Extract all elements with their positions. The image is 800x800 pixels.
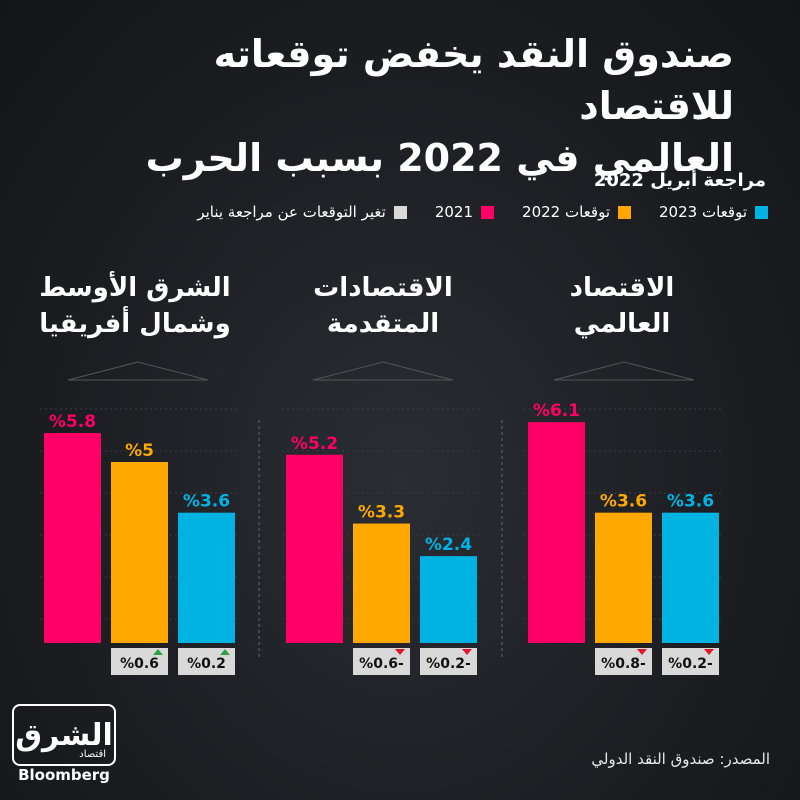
title-line-1: صندوق النقد يخفض توقعاته للاقتصاد	[213, 32, 734, 128]
panel-pointer-mena	[68, 361, 208, 381]
panel-title-world-line-2: العالمي	[573, 309, 671, 339]
legend-swatch-2021	[481, 205, 495, 219]
change-label-advanced-2022: %0.6-	[359, 656, 404, 672]
legend-item-2021: 2021	[434, 203, 495, 221]
legend-label-2023: توقعات 2023	[659, 203, 747, 221]
down-arrow-icon	[395, 649, 405, 655]
bar-mena-2022	[111, 462, 168, 643]
bar-mena-2021	[44, 433, 101, 643]
change-label-mena-2022: %0.6	[120, 656, 159, 672]
source-note: المصدر: صندوق النقد الدولي	[591, 750, 770, 768]
bar-world-2021	[528, 422, 585, 643]
legend-item-2022: توقعات 2022	[522, 203, 632, 221]
panel-title-mena-line-1: الشرق الأوسط	[39, 273, 231, 303]
bar-mena-2023	[178, 512, 235, 643]
panel-title-mena: الشرق الأوسط وشمال أفريقيا	[20, 270, 250, 342]
value-label-advanced-2021: %5.2	[291, 434, 338, 454]
bar-advanced-2021	[286, 454, 343, 643]
change-label-advanced-2023: %0.2-	[426, 656, 471, 672]
panel-title-advanced: الاقتصادات المتقدمة	[268, 270, 498, 342]
bar-world-2022	[595, 512, 652, 643]
down-arrow-icon	[704, 649, 714, 655]
bar-advanced-2023	[420, 556, 477, 643]
value-label-mena-2021: %5.8	[49, 412, 96, 432]
panel-title-mena-line-2: وشمال أفريقيا	[39, 309, 231, 339]
logo-sub-text: اقتصاد	[79, 749, 106, 760]
value-label-mena-2023: %3.6	[183, 492, 230, 512]
up-arrow-icon	[220, 649, 230, 655]
down-arrow-icon	[637, 649, 647, 655]
down-arrow-icon	[462, 649, 472, 655]
legend-title: مراجعة أبريل 2022	[593, 170, 766, 191]
change-label-mena-2023: %0.2	[187, 656, 226, 672]
legend-swatch-2023	[755, 205, 768, 219]
panel-pointer-world	[554, 361, 694, 381]
title-line-2: العالمي في 2022 بسبب الحرب	[145, 136, 734, 180]
legend-item-change: تغير التوقعات عن مراجعة يناير	[197, 203, 407, 221]
panel-title-advanced-line-1: الاقتصادات	[313, 273, 453, 303]
legend-item-2023: توقعات 2023	[659, 203, 768, 221]
change-label-world-2022: %0.8-	[601, 656, 646, 672]
chart-title: صندوق النقد يخفض توقعاته للاقتصاد العالم…	[54, 28, 734, 184]
legend: توقعات 2023 توقعات 2022 2021 تغير التوقع…	[197, 203, 768, 221]
legend-label-2021: 2021	[434, 203, 474, 221]
value-label-advanced-2023: %2.4	[425, 535, 472, 555]
change-label-world-2023: %0.2-	[668, 656, 713, 672]
legend-swatch-2022	[618, 205, 632, 219]
up-arrow-icon	[153, 649, 163, 655]
value-label-world-2021: %6.1	[533, 401, 580, 421]
logo-bloomberg-text: Bloomberg	[18, 766, 110, 784]
panel-title-advanced-line-2: المتقدمة	[326, 309, 440, 339]
legend-label-change: تغير التوقعات عن مراجعة يناير	[197, 203, 386, 221]
value-label-advanced-2022: %3.3	[358, 503, 405, 523]
legend-swatch-change	[393, 205, 407, 219]
value-label-world-2023: %3.6	[667, 492, 714, 512]
legend-label-2022: توقعات 2022	[522, 203, 611, 221]
value-label-mena-2022: %5	[125, 441, 154, 461]
bar-advanced-2022	[353, 523, 410, 643]
value-label-world-2022: %3.6	[600, 492, 647, 512]
panel-pointer-advanced	[313, 361, 453, 381]
logo-main-text: الشرق	[12, 704, 116, 766]
panel-title-world: الاقتصاد العالمي	[507, 270, 737, 342]
bar-world-2023	[662, 512, 719, 643]
panel-title-world-line-1: الاقتصاد	[569, 273, 675, 303]
asharq-bloomberg-logo: الشرق اقتصاد Bloomberg	[12, 704, 116, 790]
